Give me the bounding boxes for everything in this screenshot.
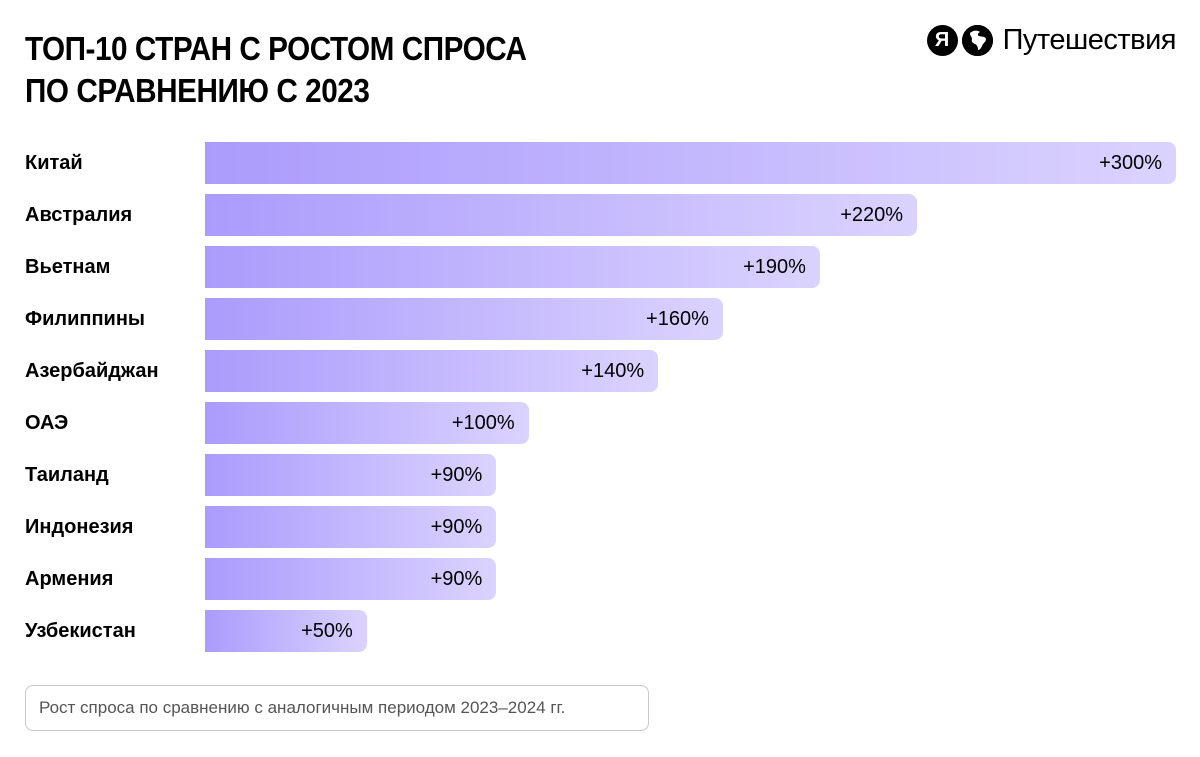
data-label: +50% (301, 620, 353, 642)
bar: +190% (205, 246, 820, 288)
title-line-1: ТОП-10 СТРАН С РОСТОМ СПРОСА (25, 30, 527, 67)
bar-row: Азербайджан +140% (0, 350, 1200, 392)
bar: +50% (205, 610, 367, 652)
category-label: Китай (25, 152, 83, 174)
category-label: Филиппины (25, 308, 145, 330)
bar: +90% (205, 558, 497, 600)
bar-row: Армения +90% (0, 558, 1200, 600)
bar-row: Филиппины +160% (0, 298, 1200, 340)
bar: +90% (205, 454, 497, 496)
data-label: +300% (1099, 152, 1162, 174)
title-line-2: ПО СРАВНЕНИЮ С 2023 (25, 72, 370, 109)
data-label: +90% (430, 568, 483, 590)
data-label: +90% (430, 464, 483, 486)
bar-row: Австралия +220% (0, 194, 1200, 236)
bar: +160% (205, 298, 723, 340)
footnote: Рост спроса по сравнению с аналогичным п… (25, 685, 649, 731)
bar-row: ОАЭ +100% (0, 402, 1200, 444)
data-label: +190% (743, 256, 806, 278)
data-label: +90% (430, 516, 483, 538)
data-label: +220% (840, 204, 904, 226)
category-label: Австралия (25, 204, 133, 226)
data-label: +160% (646, 308, 709, 330)
bar: +90% (205, 506, 497, 548)
bar-row: Китай +300% (0, 142, 1200, 184)
category-label: Индонезия (25, 516, 134, 538)
data-label: +140% (581, 360, 645, 382)
bar-row: Узбекистан +50% (0, 610, 1200, 652)
chart-title: ТОП-10 СТРАН С РОСТОМ СПРОСА ПО СРАВНЕНИ… (25, 28, 527, 112)
globe-icon (961, 25, 993, 56)
category-label: Армения (25, 568, 114, 590)
logo-text: Путешествия (1002, 24, 1177, 56)
yandex-logo-icon: Я (926, 25, 958, 56)
logo: Я Путешествия (926, 24, 1177, 57)
category-label: Таиланд (25, 464, 109, 486)
bar: +300% (205, 142, 1176, 184)
category-label: Вьетнам (25, 256, 111, 278)
bar: +220% (205, 194, 918, 236)
bar: +140% (205, 350, 659, 392)
bar-row: Индонезия +90% (0, 506, 1200, 548)
category-label: ОАЭ (25, 412, 69, 434)
category-label: Узбекистан (25, 620, 136, 642)
data-label: +100% (451, 412, 515, 434)
bar: +100% (205, 402, 529, 444)
category-label: Азербайджан (25, 360, 159, 382)
bar-row: Вьетнам +190% (0, 246, 1200, 288)
bar-row: Таиланд +90% (0, 454, 1200, 496)
